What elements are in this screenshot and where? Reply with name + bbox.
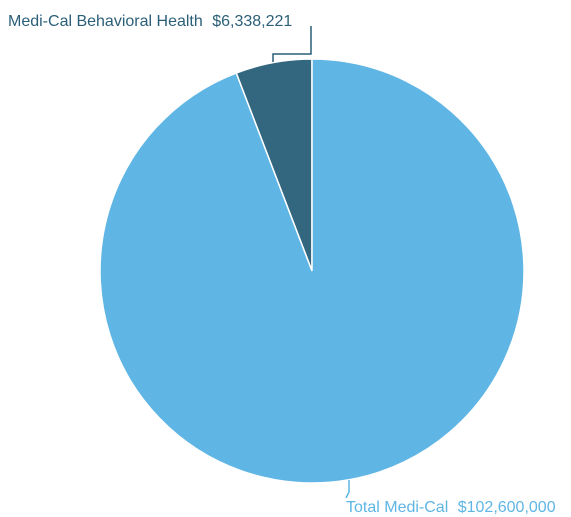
leader-line-total-medi-cal [345,480,350,499]
slice-label-total-medi-cal: Total Medi-Cal $102,600,000 [346,499,556,516]
slice-label-total-medi-cal-name: Total Medi-Cal [346,499,448,516]
leader-line-behavioral-health [272,26,312,62]
pie-slice-total-medi-cal [99,58,525,484]
slice-label-behavioral-health-name: Medi-Cal Behavioral Health [8,13,203,30]
slice-label-behavioral-health-value: $6,338,221 [212,13,292,30]
slice-label-behavioral-health: Medi-Cal Behavioral Health $6,338,221 [8,13,292,30]
leader-lines [272,26,350,499]
pie-slices [99,58,525,484]
slice-labels: Medi-Cal Behavioral Health $6,338,221 To… [8,13,556,516]
slice-label-total-medi-cal-value: $102,600,000 [458,499,556,516]
